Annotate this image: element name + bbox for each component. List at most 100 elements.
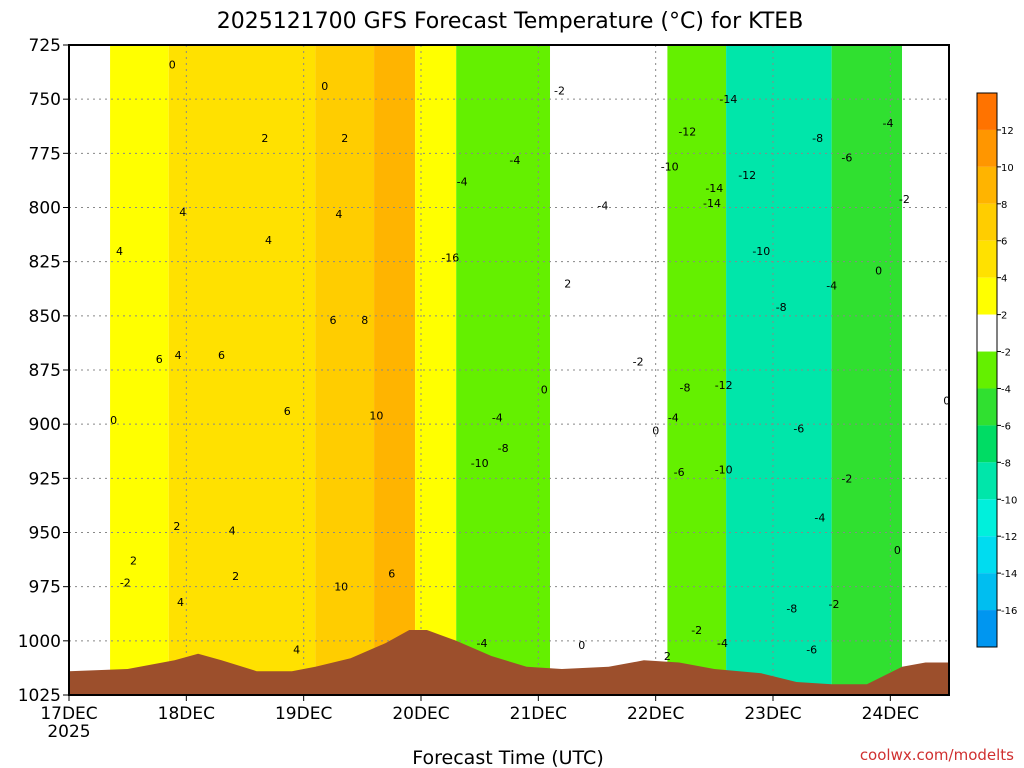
contour-label-30: -4 <box>492 412 503 425</box>
colorbar-swatch-1 <box>977 129 997 167</box>
contour-label-57: -6 <box>806 644 817 657</box>
colorbar-label-1: 10 <box>1001 163 1014 174</box>
x-tick-label-7: 24DEC <box>862 704 919 724</box>
colorbar: 12 10 8 6 4 2 -2 -4 -6 -8 -10 -12 -14 -16 <box>976 92 1017 648</box>
contour-label-7: 4 <box>116 245 123 258</box>
y-tick-label-3: 800 <box>29 199 61 219</box>
contour-label-49: -10 <box>661 160 679 173</box>
contour-label-54: -8 <box>776 301 787 314</box>
colorbar-label-13: -16 <box>1001 606 1017 617</box>
x-tick-label-4: 21DEC <box>510 704 567 724</box>
contour-label-58: -4 <box>814 511 825 524</box>
contour-label-6: 4 <box>335 208 342 221</box>
contour-label-36: 0 <box>541 384 548 397</box>
contour-label-48: -12 <box>678 126 696 139</box>
contour-label-40: -4 <box>668 412 679 425</box>
y-tick-label-0: 725 <box>29 36 61 56</box>
x-year-label: 2025 <box>47 722 90 742</box>
temperature-region-7 <box>456 45 551 695</box>
contour-label-12: 6 <box>218 349 225 362</box>
colorbar-swatch-10 <box>977 462 997 500</box>
y-tick-label-10: 975 <box>29 578 61 598</box>
contour-label-66: 0 <box>875 264 882 277</box>
contour-label-35: 2 <box>564 277 571 290</box>
contour-label-45: -10 <box>715 464 733 477</box>
contour-label-38: -2 <box>633 355 644 368</box>
contour-label-10: 6 <box>156 353 163 366</box>
x-tick-label-2: 19DEC <box>275 704 332 724</box>
colorbar-swatch-8 <box>977 388 997 426</box>
terrain <box>69 630 949 695</box>
colorbar-swatch-7 <box>977 351 997 389</box>
colorbar-swatch-9 <box>977 425 997 463</box>
contour-label-23: 6 <box>388 568 395 581</box>
contour-label-22: 10 <box>334 581 348 594</box>
contour-label-26: 0 <box>578 639 585 652</box>
contour-label-34: -2 <box>554 85 565 98</box>
y-tick-label-5: 850 <box>29 307 61 327</box>
contour-label-3: 2 <box>341 132 348 145</box>
contour-label-14: 10 <box>369 410 383 423</box>
x-axis-label: Forecast Time (UTC) <box>412 747 603 768</box>
temperature-region-10 <box>667 45 727 695</box>
contour-label-15: 0 <box>110 414 117 427</box>
x-axis: 17DEC 18DEC 19DEC 20DEC 21DEC 22DEC 23DEC 24DEC <box>40 695 919 724</box>
contour-label-32: -4 <box>457 176 468 189</box>
y-tick-label-2: 775 <box>29 144 61 164</box>
colorbar-swatch-11 <box>977 499 997 537</box>
contour-label-20: 2 <box>232 570 239 583</box>
y-tick-label-11: 1000 <box>18 632 61 652</box>
y-axis: 725 750 775 800 825 850 875 900 925 950 975 1000 102… <box>18 36 69 706</box>
contour-label-33: -4 <box>509 154 520 167</box>
contour-label-4: 4 <box>179 206 186 219</box>
x-tick-label-0: 17DEC <box>40 704 97 724</box>
contour-label-68: 0 <box>943 394 950 407</box>
contour-label-21: 4 <box>177 596 184 609</box>
temperature-region-1 <box>110 45 169 695</box>
colorbar-label-2: 8 <box>1001 200 1007 211</box>
contour-label-65: -2 <box>899 193 910 206</box>
colorbar-label-0: 12 <box>1001 126 1014 137</box>
contour-label-42: -8 <box>680 381 691 394</box>
contour-label-11: 4 <box>175 349 182 362</box>
x-tick-label-6: 23DEC <box>744 704 801 724</box>
colorbar-label-9: -8 <box>1001 458 1011 469</box>
colorbar-swatch-2 <box>977 166 997 204</box>
contour-label-31: -16 <box>441 251 459 264</box>
contour-label-67: 0 <box>894 544 901 557</box>
contour-label-50: -14 <box>719 93 737 106</box>
contour-label-46: -12 <box>715 379 733 392</box>
y-tick-label-4: 825 <box>29 253 61 273</box>
y-tick-label-8: 925 <box>29 469 61 489</box>
y-tick-label-7: 900 <box>29 415 61 435</box>
contour-label-60: -2 <box>841 472 852 485</box>
contour-label-63: -4 <box>883 117 894 130</box>
y-tick-label-12: 1025 <box>18 686 61 706</box>
contour-label-53: -10 <box>752 245 770 258</box>
contour-label-25: -4 <box>477 637 488 650</box>
contour-label-19: -2 <box>120 576 131 589</box>
colorbar-swatch-0 <box>977 93 997 130</box>
colorbar-label-3: 6 <box>1001 237 1007 248</box>
colorbar-swatch-5 <box>977 277 997 315</box>
x-tick-label-3: 20DEC <box>392 704 449 724</box>
contour-label-51: -14 <box>705 182 723 195</box>
y-tick-label-6: 875 <box>29 361 61 381</box>
colorbar-swatch-3 <box>977 203 997 241</box>
colorbar-label-7: -4 <box>1001 384 1011 395</box>
colorbar-swatch-14 <box>977 610 997 647</box>
contour-label-24: 4 <box>293 644 300 657</box>
colorbar-label-4: 4 <box>1001 274 1007 285</box>
contour-label-37: -4 <box>597 199 608 212</box>
contour-label-13: 6 <box>284 405 291 418</box>
contour-label-44: -4 <box>717 637 728 650</box>
contour-label-62: -6 <box>841 152 852 165</box>
colorbar-label-5: 2 <box>1001 311 1007 322</box>
contour-label-52: -12 <box>738 169 756 182</box>
contour-label-29: -10 <box>471 457 489 470</box>
y-tick-label-9: 950 <box>29 524 61 544</box>
colorbar-swatch-6 <box>977 314 997 352</box>
contour-label-41: -6 <box>674 466 685 479</box>
contour-label-17: 4 <box>229 524 236 537</box>
